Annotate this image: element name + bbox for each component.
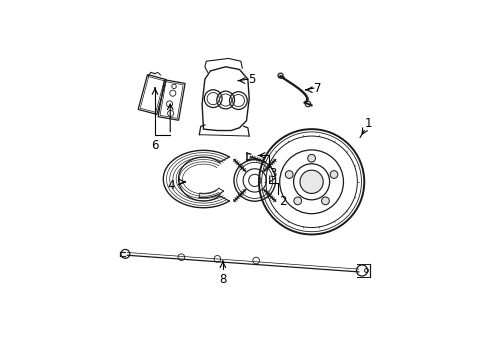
Text: 4: 4 <box>166 179 174 192</box>
Text: 5: 5 <box>248 73 255 86</box>
Text: 6: 6 <box>151 139 159 152</box>
Circle shape <box>293 197 301 205</box>
Text: 7: 7 <box>314 82 321 95</box>
Circle shape <box>299 170 323 193</box>
Text: 1: 1 <box>364 117 371 130</box>
Circle shape <box>285 171 292 179</box>
Text: 8: 8 <box>219 273 226 286</box>
Circle shape <box>307 154 315 162</box>
Circle shape <box>329 171 337 179</box>
Text: 2: 2 <box>278 195 286 208</box>
Text: 3: 3 <box>268 167 276 180</box>
Circle shape <box>321 197 328 205</box>
